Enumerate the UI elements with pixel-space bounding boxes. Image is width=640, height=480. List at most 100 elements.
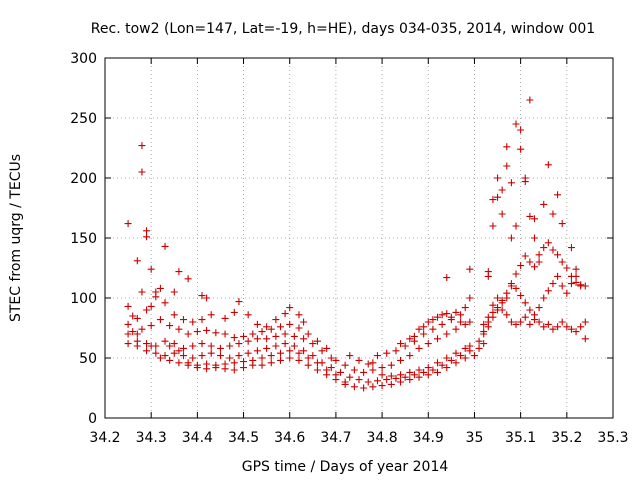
data-point: [397, 356, 405, 364]
data-point: [198, 340, 206, 348]
data-point: [406, 376, 414, 384]
data-point: [526, 212, 534, 220]
data-point: [124, 340, 132, 348]
data-point: [175, 347, 183, 355]
data-point: [494, 193, 502, 201]
data-point: [147, 342, 155, 350]
data-point: [198, 352, 206, 360]
data-point: [489, 222, 497, 230]
data-point: [526, 306, 534, 314]
data-point: [415, 344, 423, 352]
data-point: [184, 275, 192, 283]
data-point: [235, 340, 243, 348]
data-point: [466, 294, 474, 302]
data-point: [530, 316, 538, 324]
data-point: [323, 344, 331, 352]
data-point: [526, 258, 534, 266]
x-tick-label: 34.9: [413, 430, 444, 446]
data-point: [484, 268, 492, 276]
data-point: [558, 258, 566, 266]
data-point: [415, 325, 423, 333]
data-point: [415, 366, 423, 374]
data-point: [480, 320, 488, 328]
data-point: [170, 349, 178, 357]
data-point: [175, 325, 183, 333]
data-point: [235, 352, 243, 360]
data-point: [152, 349, 160, 357]
data-point: [461, 354, 469, 362]
x-axis-label: GPS time / Days of year 2014: [242, 459, 449, 475]
data-point: [240, 364, 248, 372]
data-point: [406, 335, 414, 343]
data-point: [466, 265, 474, 273]
data-point: [156, 284, 164, 292]
data-point: [489, 196, 497, 204]
data-point: [581, 335, 589, 343]
data-point: [170, 340, 178, 348]
data-point: [166, 342, 174, 350]
data-point: [207, 349, 215, 357]
data-point: [124, 220, 132, 228]
data-point: [364, 378, 372, 386]
data-point: [184, 330, 192, 338]
data-point: [526, 320, 534, 328]
data-point: [143, 233, 151, 241]
data-point: [230, 359, 238, 367]
x-tick-label: 35: [466, 430, 484, 446]
data-point: [203, 365, 211, 373]
data-point: [535, 258, 543, 266]
data-point: [406, 352, 414, 360]
data-point: [535, 318, 543, 326]
data-point: [378, 382, 386, 390]
data-point: [253, 320, 261, 328]
data-point: [133, 330, 141, 338]
data-point: [521, 252, 529, 260]
data-point: [286, 304, 294, 312]
data-point: [175, 359, 183, 367]
data-point: [410, 371, 418, 379]
data-point: [323, 371, 331, 379]
data-point: [272, 342, 280, 350]
data-point: [129, 328, 137, 336]
data-point: [276, 323, 284, 331]
data-point: [143, 347, 151, 355]
data-point: [263, 335, 271, 343]
data-point: [267, 352, 275, 360]
data-point: [309, 352, 317, 360]
data-point: [216, 344, 224, 352]
data-point: [346, 352, 354, 360]
data-point: [267, 325, 275, 333]
x-tick-label: 35.3: [597, 430, 628, 446]
data-point: [521, 178, 529, 186]
y-tick-labels: 0 50 100 150 200 250 300: [70, 51, 97, 427]
x-tick-label: 34.4: [182, 430, 213, 446]
data-point: [517, 262, 525, 270]
data-point: [438, 361, 446, 369]
data-point: [397, 378, 405, 386]
data-point: [535, 251, 543, 259]
data-point: [521, 313, 529, 321]
data-point: [295, 349, 303, 357]
data-point: [161, 299, 169, 307]
data-point: [434, 313, 442, 321]
data-point: [300, 335, 308, 343]
data-point: [138, 288, 146, 296]
data-point: [429, 325, 437, 333]
data-point: [166, 356, 174, 364]
data-point: [475, 337, 483, 345]
x-tick-labels: 34.2 34.3 34.4 34.5 34.6 34.7 34.8 34.9 35 35.1 35…: [89, 430, 628, 446]
y-tick-label: 200: [70, 171, 97, 187]
data-point: [350, 366, 358, 374]
data-point: [581, 318, 589, 326]
data-point: [281, 330, 289, 338]
data-point: [489, 308, 497, 316]
data-point: [355, 376, 363, 384]
data-point: [507, 234, 515, 242]
data-point: [253, 335, 261, 343]
data-point: [138, 168, 146, 176]
data-point: [161, 242, 169, 250]
data-point: [540, 323, 548, 331]
data-point: [475, 344, 483, 352]
data-point: [230, 366, 238, 374]
data-point: [263, 323, 271, 331]
